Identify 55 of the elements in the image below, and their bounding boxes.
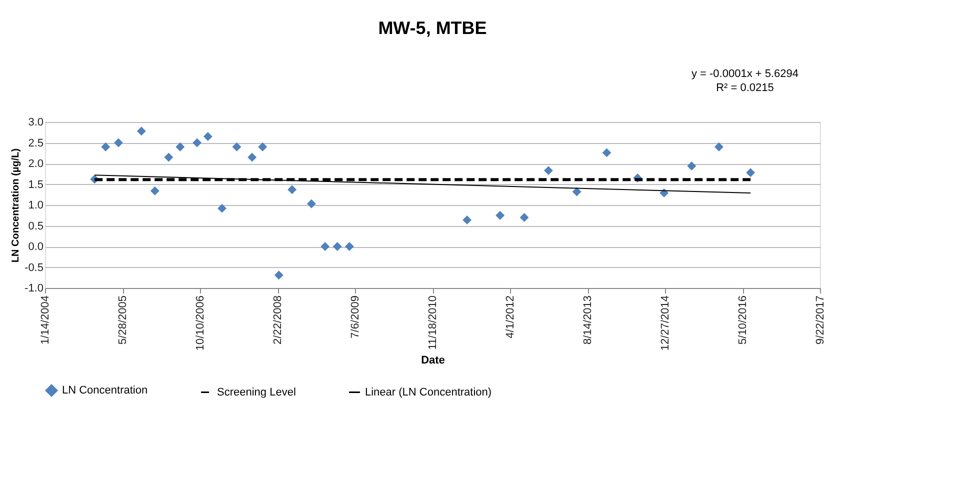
y-tick-label: -1.0	[24, 282, 44, 294]
point	[164, 152, 174, 162]
y-tick-label: 2.0	[28, 158, 44, 170]
x-tick-label: 5/28/2005	[117, 296, 129, 344]
x-tick-label: 4/1/2012	[504, 296, 516, 338]
x-tick-label: 5/10/2016	[737, 296, 749, 344]
x-tick-label: 2/22/2008	[272, 296, 284, 344]
x-axis-title: Date	[421, 354, 445, 367]
point	[344, 242, 354, 251]
legend-label: LN Concentration	[62, 384, 148, 397]
y-tick-label: 1.5	[28, 178, 44, 191]
y-tick-label: 1.0	[28, 200, 44, 212]
y-tick-label: 0.0	[28, 241, 44, 253]
point	[258, 142, 268, 152]
point	[101, 142, 110, 152]
point	[232, 142, 242, 152]
x-tick-label: 1/14/2004	[40, 296, 52, 344]
legend-label: Linear (LN Concentration)	[365, 386, 492, 398]
y-tick-label: 2.5	[28, 137, 44, 150]
point	[248, 152, 257, 162]
point	[332, 242, 342, 251]
point	[288, 185, 297, 194]
text: R² = 0.0215	[716, 82, 774, 94]
point	[544, 166, 553, 176]
point	[687, 162, 696, 170]
point	[203, 132, 212, 141]
point	[320, 242, 330, 251]
point	[306, 199, 316, 208]
point	[150, 186, 160, 196]
x-tick-label: 9/22/2017	[814, 296, 826, 344]
legend-label: Screening Level	[217, 386, 296, 398]
y-axis-title: LN Concentration (µg/L)	[10, 148, 22, 263]
point	[274, 270, 284, 280]
x-tick-label: 7/6/2009	[350, 296, 362, 338]
x-tick-label: 8/14/2013	[582, 296, 594, 344]
point	[218, 204, 226, 213]
y-tick-label: 3.0	[28, 116, 44, 128]
point	[192, 138, 202, 148]
x-tick-label: 12/27/2014	[660, 296, 672, 351]
point	[714, 142, 724, 152]
chart-title: MW-5, MTBE	[378, 18, 487, 38]
point	[602, 148, 612, 158]
point	[176, 142, 185, 152]
point	[520, 212, 529, 222]
point	[746, 168, 756, 178]
point	[496, 210, 505, 220]
point	[462, 215, 472, 224]
x-tick-label: 10/10/2006	[194, 296, 206, 351]
x-tick-label: 11/18/2010	[427, 296, 439, 350]
point	[572, 187, 582, 196]
y-tick-label: -0.5	[24, 262, 44, 274]
point	[114, 138, 123, 148]
point	[136, 126, 146, 136]
y-tick-label: 0.5	[28, 220, 44, 232]
text: y = -0.0001x + 5.6294	[691, 68, 799, 80]
